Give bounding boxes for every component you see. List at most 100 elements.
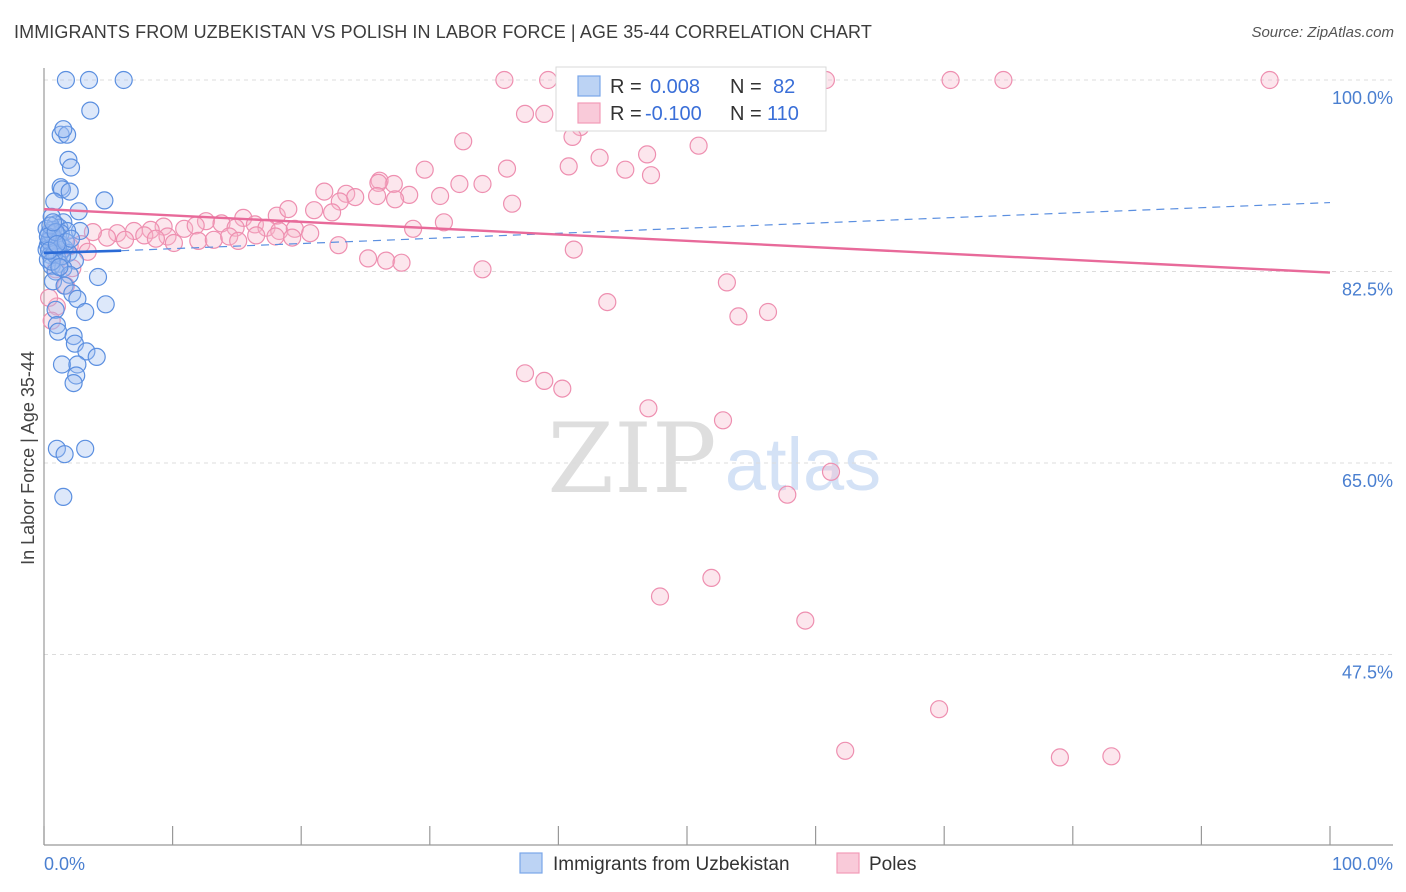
poles-point-64: [146, 229, 165, 248]
poles-point-107: [1102, 747, 1121, 766]
uzbekistan-point-52: [48, 322, 68, 341]
poles-point-40: [431, 186, 450, 206]
watermark-atlas: atlas: [725, 423, 881, 506]
y-axis-label: In Labor Force | Age 35-44: [18, 351, 38, 565]
uzbekistan-point-8: [61, 158, 81, 177]
legend-n-label-2: N =: [730, 103, 762, 125]
poles-point-84: [329, 236, 348, 255]
uzbekistan-point-43: [88, 267, 108, 287]
poles-point-87: [392, 253, 411, 272]
poles-point-53: [301, 224, 320, 243]
poles-point-21: [616, 160, 635, 179]
trend-uzbekistan: [43, 249, 122, 255]
trend-lines: [43, 201, 1331, 274]
uzbekistan-point-81: [47, 235, 67, 254]
poles-point-99: [821, 462, 841, 481]
x-tick-label-right: 100.0%: [1332, 854, 1393, 874]
legend-r-label-2: R =: [610, 103, 642, 125]
poles-point-62: [135, 226, 154, 245]
legend-n-value-2: 110: [767, 103, 799, 125]
chart-title: IMMIGRANTS FROM UZBEKISTAN VS POLISH IN …: [14, 22, 872, 42]
uzbekistan-point-1: [79, 70, 99, 90]
bottom-legend-swatch-poles: [836, 852, 860, 874]
poles-point-104: [929, 700, 949, 719]
poles-point-39: [386, 190, 405, 209]
source-label: Source: ZipAtlas.com: [1251, 24, 1394, 41]
uzbekistan-point-80: [43, 213, 63, 232]
poles-point-24: [559, 157, 578, 176]
poles-point-18: [454, 132, 473, 151]
poles-point-31: [473, 174, 492, 194]
uzbekistan-point-53: [64, 327, 83, 346]
uzbekistan-point-0: [56, 70, 76, 90]
poles-point-71: [266, 227, 285, 246]
poles-point-55: [186, 216, 205, 235]
poles-point-22: [497, 159, 517, 178]
poles-point-100: [778, 485, 797, 504]
poles-point-13: [1260, 70, 1279, 90]
poles-point-35: [502, 194, 522, 213]
poles-point-72: [283, 228, 302, 247]
uzbekistan-point-56: [87, 347, 106, 366]
trend-poles: [43, 207, 1331, 274]
poles-point-92: [729, 307, 748, 326]
uzbekistan-point-3: [81, 101, 100, 120]
poles-point-44: [323, 203, 342, 222]
series-uzbekistan: [37, 70, 133, 506]
stats-legend-box: [555, 66, 827, 132]
poles-point-0: [495, 70, 514, 90]
poles-point-29: [384, 174, 403, 194]
poles-point-20: [637, 145, 657, 164]
uzbekistan-point-64: [54, 487, 73, 506]
uzbekistan-point-48: [96, 295, 115, 314]
x-tick-label-left: 0.0%: [44, 854, 85, 874]
poles-point-23: [415, 160, 434, 179]
uzbekistan-point-12: [95, 191, 114, 210]
poles-point-94: [515, 364, 535, 383]
poles-point-14: [515, 104, 535, 124]
poles-point-43: [305, 201, 324, 220]
bottom-legend-swatch-uzbekistan: [519, 852, 543, 874]
poles-point-60: [97, 228, 117, 247]
y-tick-label-1: 82.5%: [1342, 280, 1393, 300]
legend-swatch-poles: [577, 102, 601, 124]
poles-point-70: [247, 226, 266, 245]
poles-point-93: [758, 302, 778, 322]
poles-point-61: [115, 230, 135, 249]
y-tick-label-2: 65.0%: [1342, 471, 1393, 491]
poles-point-102: [650, 587, 670, 606]
poles-point-12: [994, 70, 1013, 90]
poles-point-90: [598, 293, 617, 312]
poles-point-36: [346, 188, 365, 207]
poles-point-34: [400, 185, 419, 204]
poles-point-42: [279, 200, 298, 219]
poles-point-98: [713, 411, 733, 430]
poles-point-89: [564, 240, 583, 259]
poles-point-95: [535, 371, 554, 390]
legend-r-label-1: R =: [610, 76, 642, 98]
poles-point-97: [639, 399, 658, 418]
poles-point-85: [359, 249, 378, 268]
poles-point-91: [717, 273, 737, 292]
uzbekistan-point-77: [50, 258, 69, 277]
legend-r-value-2: -0.100: [645, 103, 702, 125]
poles-point-96: [553, 379, 572, 398]
uzbekistan-point-50: [76, 302, 95, 322]
uzbekistan-point-6: [54, 120, 73, 139]
poles-point-66: [189, 231, 208, 250]
uzbekistan-point-57: [52, 355, 72, 374]
series-legend: Immigrants from Uzbekistan Poles: [519, 852, 917, 875]
poles-point-26: [641, 166, 661, 185]
poles-point-63: [158, 227, 177, 246]
y-tick-label-3: 47.5%: [1342, 663, 1393, 683]
uzbekistan-point-55: [77, 342, 96, 361]
uzbekistan-point-79: [61, 229, 81, 248]
poles-point-19: [590, 148, 609, 167]
poles-point-68: [220, 227, 239, 246]
gridlines: [44, 79, 1393, 655]
y-axis-tick-labels: 100.0% 82.5% 65.0% 47.5%: [1332, 88, 1393, 683]
poles-point-30: [369, 173, 388, 192]
uzbekistan-point-11: [60, 182, 79, 201]
poles-point-32: [315, 182, 334, 201]
